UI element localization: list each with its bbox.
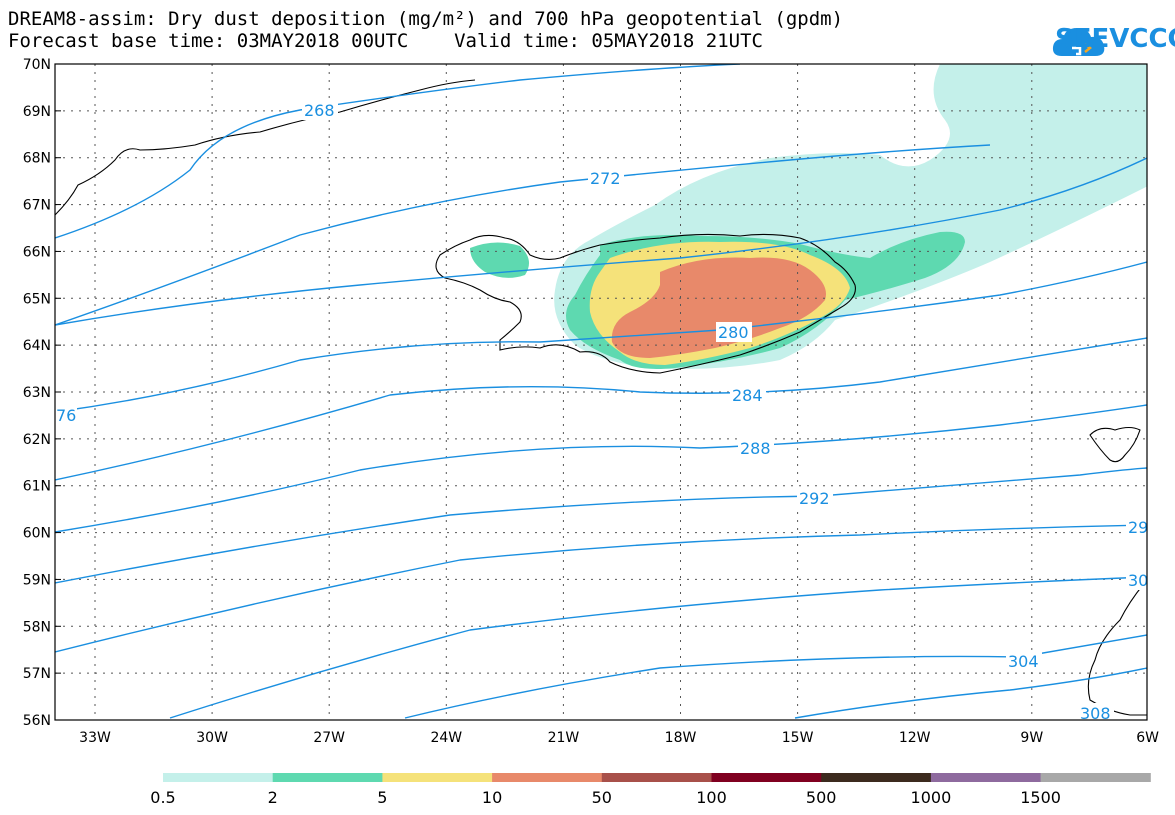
contour-label-30: 30 bbox=[1128, 571, 1148, 590]
dust-orange bbox=[611, 257, 826, 358]
map-title: DREAM8-assim: Dry dust deposition (mg/m²… bbox=[8, 8, 844, 30]
lat-label: 57N bbox=[23, 666, 51, 682]
map-subtitle: Forecast base time: 03MAY2018 00UTC Vali… bbox=[8, 30, 763, 52]
lon-label: 27W bbox=[313, 730, 345, 746]
contour-line bbox=[55, 404, 1147, 533]
dust-shading bbox=[470, 64, 1147, 369]
greenland-coast bbox=[55, 79, 476, 216]
contour-line bbox=[55, 467, 1147, 584]
lat-label: 63N bbox=[23, 385, 51, 401]
lat-label: 56N bbox=[23, 713, 51, 729]
contour-label-292: 292 bbox=[799, 489, 830, 508]
lat-label: 58N bbox=[23, 619, 51, 635]
contour-label-29: 29 bbox=[1128, 518, 1148, 537]
scotland-coast bbox=[1087, 579, 1147, 716]
lat-label: 62N bbox=[23, 432, 51, 448]
contour-line bbox=[794, 667, 1147, 719]
lat-label: 64N bbox=[23, 338, 51, 354]
legend-label: 10 bbox=[482, 788, 502, 807]
lat-label: 69N bbox=[23, 104, 51, 120]
legend-label: 1000 bbox=[911, 788, 952, 807]
legend-swatch bbox=[382, 773, 493, 782]
lat-label: 61N bbox=[23, 479, 51, 495]
contour-line bbox=[169, 576, 1147, 719]
lat-label: 66N bbox=[23, 244, 51, 260]
cloud-icon bbox=[1052, 28, 1105, 56]
legend-label: 5 bbox=[377, 788, 387, 807]
lon-label: 9W bbox=[1020, 730, 1043, 746]
contour-label-308: 308 bbox=[1080, 704, 1111, 723]
legend-swatch bbox=[821, 773, 932, 782]
lat-label: 68N bbox=[23, 151, 51, 167]
legend-swatch bbox=[272, 773, 383, 782]
contour-line bbox=[404, 634, 1147, 719]
contour-label-304: 304 bbox=[1008, 652, 1039, 671]
logo-label: SEEVCCC bbox=[1055, 24, 1175, 54]
contour-label-280: 280 bbox=[718, 323, 749, 342]
legend-label: 2 bbox=[268, 788, 278, 807]
lat-label: 60N bbox=[23, 526, 51, 542]
lon-label: 33W bbox=[79, 730, 111, 746]
legend-swatch bbox=[711, 773, 822, 782]
dust-green-west bbox=[470, 242, 529, 278]
legend-label: 1500 bbox=[1020, 788, 1061, 807]
legend-label: 500 bbox=[806, 788, 837, 807]
contour-labels: 268 272 280 284 288 292 304 308 76 29 30 bbox=[55, 100, 1148, 723]
contour-line bbox=[55, 64, 741, 239]
lon-label: 21W bbox=[548, 730, 580, 746]
longitude-labels: 33W 30W 27W 24W 21W 18W 15W 12W 9W 6W bbox=[79, 730, 1159, 746]
contour-label-284: 284 bbox=[732, 386, 763, 405]
lon-label: 18W bbox=[665, 730, 697, 746]
legend-swatch bbox=[492, 773, 603, 782]
iceland-coast bbox=[435, 233, 856, 374]
lon-label: 15W bbox=[782, 730, 814, 746]
lat-label: 70N bbox=[23, 57, 51, 73]
contour-line bbox=[55, 337, 1147, 481]
contour-line bbox=[55, 144, 991, 326]
lat-label: 59N bbox=[23, 572, 51, 588]
geopotential-contours bbox=[55, 64, 1147, 719]
lat-label: 65N bbox=[23, 291, 51, 307]
lon-label: 6W bbox=[1136, 730, 1159, 746]
lat-label: 67N bbox=[23, 198, 51, 214]
legend-colorbar bbox=[163, 773, 1151, 782]
lon-label: 30W bbox=[196, 730, 228, 746]
contour-line bbox=[55, 157, 1147, 326]
legend-labels: 0.5 2 5 10 50 100 500 1000 1500 bbox=[150, 788, 1061, 807]
lon-label: 24W bbox=[430, 730, 462, 746]
contour-line bbox=[55, 524, 1147, 653]
legend-swatch bbox=[601, 773, 712, 782]
contour-label-76: 76 bbox=[56, 406, 76, 425]
contour-label-288: 288 bbox=[740, 439, 771, 458]
graticule bbox=[55, 64, 1147, 720]
contour-label-268: 268 bbox=[304, 101, 335, 120]
contour-line bbox=[55, 261, 1147, 413]
legend-label: 100 bbox=[696, 788, 727, 807]
latitude-labels: 70N 69N 68N 67N 66N 65N 64N 63N 62N 61N 60N 59N 58N 5… bbox=[23, 57, 61, 729]
faroe-shetland-coast bbox=[1089, 426, 1141, 463]
legend-swatch bbox=[163, 773, 274, 782]
contour-label-272: 272 bbox=[590, 169, 621, 188]
legend-label: 50 bbox=[592, 788, 612, 807]
legend-swatch bbox=[1040, 773, 1151, 782]
legend-label: 0.5 bbox=[150, 788, 175, 807]
lon-label: 12W bbox=[899, 730, 931, 746]
legend-swatch bbox=[930, 773, 1042, 782]
